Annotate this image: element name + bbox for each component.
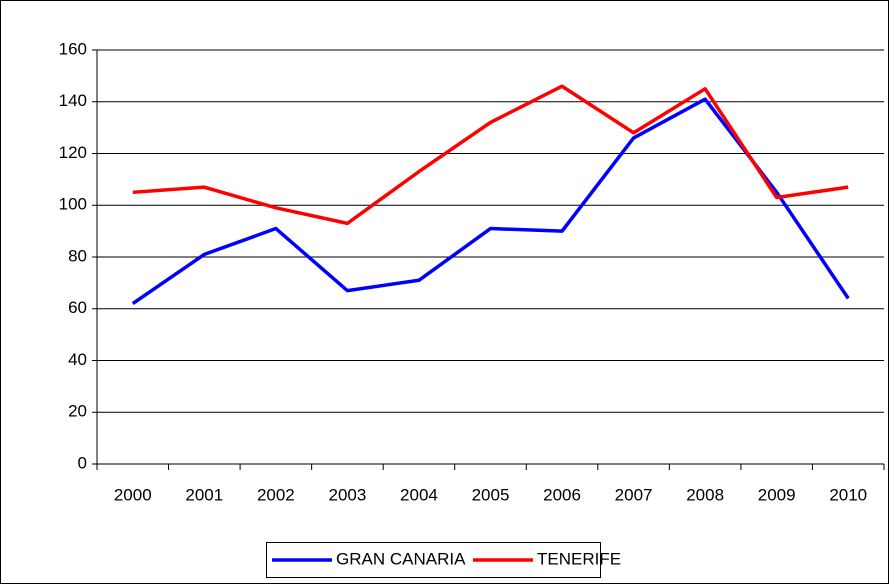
x-tick-label: 2007 xyxy=(615,485,653,504)
x-tick-label: 2000 xyxy=(114,485,152,504)
y-tick-label: 40 xyxy=(68,350,87,369)
y-tick-label: 140 xyxy=(59,91,87,110)
y-tick-label: 160 xyxy=(59,39,87,58)
legend-label: TENERIFE xyxy=(537,549,621,568)
x-tick-label: 2010 xyxy=(829,485,867,504)
x-tick-label: 2002 xyxy=(257,485,295,504)
x-tick-label: 2004 xyxy=(400,485,438,504)
x-tick-label: 2006 xyxy=(543,485,581,504)
y-tick-label: 20 xyxy=(68,402,87,421)
x-tick-label: 2005 xyxy=(472,485,510,504)
y-tick-label: 60 xyxy=(68,298,87,317)
x-tick-label: 2003 xyxy=(328,485,366,504)
series-line xyxy=(131,97,850,306)
y-tick-label: 0 xyxy=(78,453,87,472)
y-tick-label: 120 xyxy=(59,143,87,162)
legend-label: GRAN CANARIA xyxy=(336,549,466,568)
y-tick-label: 80 xyxy=(68,246,87,265)
y-tick-label: 100 xyxy=(59,195,87,214)
x-tick-label: 2001 xyxy=(185,485,223,504)
series-line xyxy=(132,84,849,226)
x-tick-label: 2009 xyxy=(758,485,796,504)
x-tick-label: 2008 xyxy=(686,485,724,504)
